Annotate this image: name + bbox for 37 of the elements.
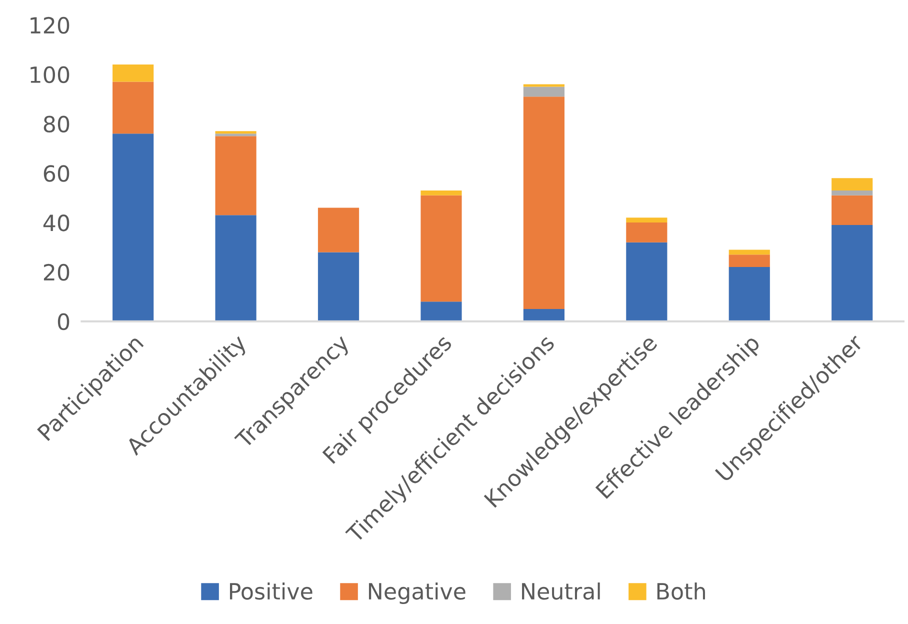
bar (728, 254, 770, 268)
bar (420, 195, 462, 302)
bar (523, 96, 564, 310)
bar (832, 178, 873, 190)
y-tick-label: 80 (44, 116, 70, 133)
bar (420, 190, 462, 196)
bar (112, 82, 154, 134)
bar (215, 136, 256, 216)
bar (318, 208, 360, 252)
bar (626, 222, 668, 242)
bar (832, 190, 873, 196)
y-tick-label: 60 (44, 165, 70, 182)
bar (728, 267, 770, 322)
legend-label: Both (657, 582, 705, 600)
bar (523, 309, 564, 322)
y-tick-label: 0 (58, 313, 70, 330)
bar (832, 195, 873, 226)
bar (215, 215, 256, 322)
y-tick-label: 20 (44, 264, 70, 281)
bar (318, 252, 360, 322)
bar (523, 84, 564, 87)
bar (523, 86, 564, 97)
bar (626, 242, 668, 322)
y-tick-label: 40 (43, 214, 70, 232)
bar (112, 64, 154, 82)
bar (420, 302, 462, 322)
legend-label: Neutral (522, 582, 600, 600)
bar (832, 225, 873, 322)
bar (728, 250, 770, 255)
bar (626, 218, 668, 223)
y-tick-label: 120 (30, 16, 70, 34)
bar (215, 131, 256, 134)
legend-label: Negative (368, 582, 466, 604)
y-tick-label: 100 (30, 66, 70, 84)
bar (215, 134, 256, 136)
legend-label: Positive (230, 582, 312, 600)
bar (112, 134, 154, 322)
